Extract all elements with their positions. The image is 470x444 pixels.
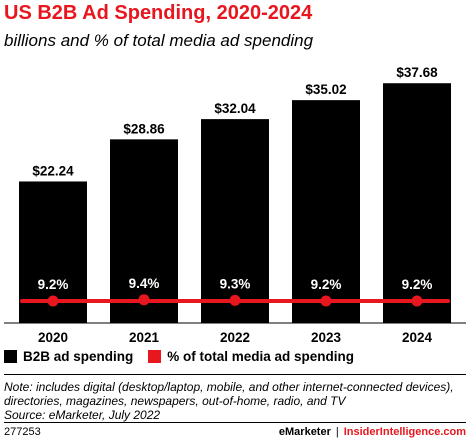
bar-2021 [110,139,178,323]
bar-2022 [201,119,269,323]
bar-value-label-2023: $35.02 [305,82,346,97]
legend-item-line: % of total media ad spending [148,349,354,364]
bar-value-label-2022: $32.04 [214,101,256,116]
pct-point-2022 [229,294,241,306]
x-tick-label-2024: 2024 [402,330,433,345]
x-tick-label-2022: 2022 [220,330,250,345]
legend-swatch-bar [4,350,17,363]
divider-bottom [4,422,466,423]
footer-brand: eMarketer | InsiderIntelligence.com [279,426,466,438]
pct-label-2020: 9.2% [38,277,69,292]
pct-label-2021: 9.4% [129,276,160,291]
chart-id: 277253 [4,426,41,438]
divider-top [4,374,466,375]
pct-label-2024: 9.2% [402,277,433,292]
bar-value-label-2020: $22.24 [32,163,74,178]
pct-point-2023 [320,295,332,307]
bar-value-label-2024: $37.68 [396,65,438,80]
pct-point-2021 [138,294,150,306]
note-line-3: Source: eMarketer, July 2022 [4,408,161,422]
bar-2023 [292,100,360,324]
pct-point-2020 [47,295,59,307]
legend-item-bar: B2B ad spending [4,349,133,364]
pct-label-2023: 9.2% [311,277,342,292]
chart-subtitle: billions and % of total media ad spendin… [4,31,314,50]
note-line-1: Note: includes digital (desktop/laptop, … [4,380,454,394]
pct-point-2024 [411,295,423,307]
legend-label-bar: B2B ad spending [23,349,134,364]
note-line-2: directories, magazines, newspapers, out-… [4,394,346,408]
x-tick-label-2023: 2023 [311,330,342,345]
bar-value-label-2021: $28.86 [123,121,165,136]
legend: B2B ad spending % of total media ad spen… [4,349,369,364]
bar-2024 [383,83,451,323]
legend-label-line: % of total media ad spending [167,349,355,364]
footer: 277253 eMarketer | InsiderIntelligence.com [4,426,466,438]
brand-emarketer: eMarketer [278,426,331,438]
legend-swatch-line [148,350,162,363]
pct-label-2022: 9.3% [220,276,251,291]
x-tick-label-2021: 2021 [129,330,160,345]
x-tick-label-2020: 2020 [38,330,68,345]
brand-separator: | [335,426,339,438]
chart-note: Note: includes digital (desktop/laptop, … [4,380,466,422]
brand-insider-intelligence: InsiderIntelligence.com [343,426,466,438]
chart-title: US B2B Ad Spending, 2020-2024 [4,2,313,24]
